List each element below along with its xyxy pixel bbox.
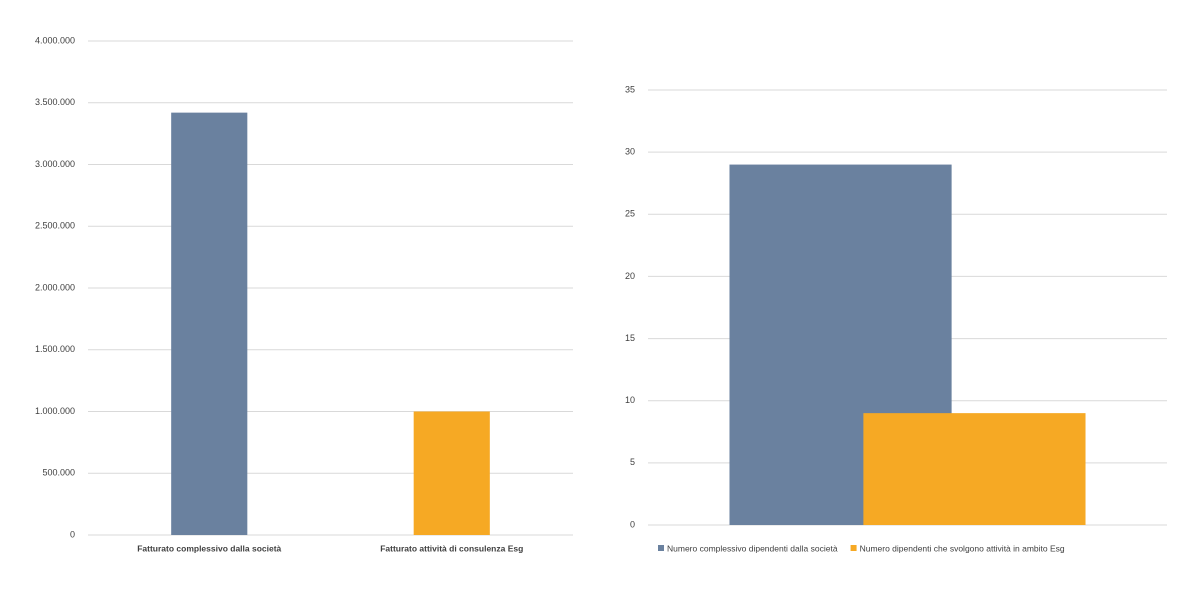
y-tick-label: 0 bbox=[70, 529, 75, 539]
y-tick-label: 35 bbox=[625, 84, 635, 94]
legend-label: Numero dipendenti che svolgono attività … bbox=[860, 543, 1065, 553]
legend-swatch bbox=[850, 545, 857, 551]
y-tick-label: 25 bbox=[625, 209, 635, 219]
y-tick-label: 30 bbox=[625, 147, 635, 157]
bar bbox=[171, 112, 248, 535]
y-tick-label: 1.000.000 bbox=[35, 406, 75, 416]
y-tick-label: 500.000 bbox=[42, 468, 75, 478]
y-tick-label: 5 bbox=[630, 457, 635, 467]
y-tick-label: 10 bbox=[625, 395, 635, 405]
y-tick-label: 4.000.000 bbox=[35, 35, 75, 45]
y-tick-label: 2.500.000 bbox=[35, 221, 75, 231]
bar bbox=[863, 413, 1086, 525]
y-tick-label: 3.500.000 bbox=[35, 97, 75, 107]
legend-label: Numero complessivo dipendenti dalla soci… bbox=[667, 543, 838, 553]
y-tick-label: 2.000.000 bbox=[35, 282, 75, 292]
x-tick-label: Fatturato attività di consulenza Esg bbox=[380, 543, 523, 553]
y-tick-label: 0 bbox=[630, 519, 635, 529]
x-tick-label: Fatturato complessivo dalla società bbox=[137, 543, 281, 553]
y-tick-label: 3.000.000 bbox=[35, 159, 75, 169]
y-tick-label: 20 bbox=[625, 271, 635, 281]
bar bbox=[413, 411, 490, 535]
y-tick-label: 1.500.000 bbox=[35, 344, 75, 354]
legend-swatch bbox=[658, 545, 664, 551]
y-tick-label: 15 bbox=[625, 333, 635, 343]
